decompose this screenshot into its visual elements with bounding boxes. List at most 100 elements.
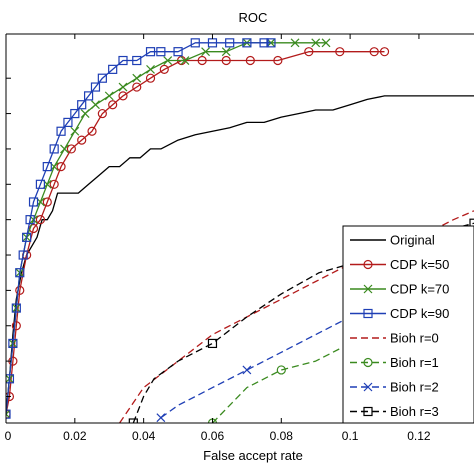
x-tick-label: 0.1	[342, 429, 359, 443]
data-point-cdp-k-90	[190, 38, 200, 48]
legend-entry-original: Original	[350, 233, 435, 248]
data-point-cdp-k-70	[146, 64, 155, 74]
data-point-cdp-k-70	[80, 109, 90, 118]
data-point-cdp-k-90	[242, 38, 252, 48]
data-point-bioh-r-3	[207, 338, 218, 349]
data-point-cdp-k-50	[56, 162, 66, 172]
legend-label: Bioh r=2	[390, 380, 439, 395]
data-point-cdp-k-50	[11, 321, 21, 331]
data-point-cdp-k-70	[221, 47, 231, 57]
legend-label: CDP k=90	[390, 306, 449, 321]
data-point-cdp-k-90	[8, 338, 18, 349]
data-point-cdp-k-90	[35, 179, 46, 189]
data-point-cdp-k-90	[22, 232, 32, 242]
data-point-cdp-k-50	[118, 91, 128, 101]
data-point-cdp-k-90	[6, 374, 15, 384]
data-point-cdp-k-50	[145, 73, 156, 83]
data-point-cdp-k-50	[35, 215, 46, 225]
legend-marker	[363, 357, 373, 368]
legend-entry-bioh-r-1: Bioh r=1	[350, 355, 439, 370]
x-tick-label: 0.08	[270, 429, 294, 443]
legend: Original CDP k=50 CDP k=70 CDP k=90 Bioh r=0…	[342, 225, 474, 424]
series-line-cdp-k-50	[6, 51, 385, 415]
legend-label: Bioh r=1	[390, 355, 439, 370]
data-point-cdp-k-90	[6, 409, 11, 419]
data-point-cdp-k-70	[70, 126, 80, 136]
x-tick-label: 0.06	[201, 429, 225, 443]
data-point-cdp-k-90	[28, 197, 39, 207]
data-point-cdp-k-70	[104, 91, 114, 101]
data-point-cdp-k-90	[156, 47, 166, 57]
data-point-cdp-k-90	[108, 64, 118, 74]
legend-label: CDP k=50	[390, 257, 449, 272]
data-point-cdp-k-50	[304, 47, 314, 57]
data-point-cdp-k-50	[159, 64, 169, 74]
data-point-cdp-k-90	[266, 38, 276, 48]
data-point-cdp-k-90	[63, 117, 73, 128]
data-point-bioh-r-2	[156, 413, 166, 423]
legend-marker	[363, 308, 373, 319]
data-point-bioh-r-1	[276, 365, 286, 375]
data-point-cdp-k-50	[66, 144, 76, 154]
data-point-cdp-k-90	[77, 100, 87, 110]
legend-marker	[363, 259, 373, 270]
data-point-cdp-k-50	[369, 47, 379, 57]
data-point-cdp-k-90	[90, 82, 101, 92]
series-cdp-k-90	[6, 38, 276, 419]
chart-title: ROC	[239, 10, 268, 25]
series-line-cdp-k-90	[6, 42, 271, 415]
data-point-cdp-k-70	[60, 144, 69, 154]
data-point-bioh-r-3	[469, 218, 474, 228]
data-point-cdp-k-90	[70, 108, 80, 119]
data-point-cdp-k-50	[77, 135, 87, 145]
data-point-cdp-k-50	[49, 179, 59, 189]
series-line-original	[6, 95, 474, 415]
data-point-cdp-k-70	[180, 56, 190, 65]
x-axis-label: False accept rate	[203, 448, 303, 463]
data-point-cdp-k-70	[311, 38, 321, 48]
legend-marker	[363, 406, 373, 417]
legend-label: Bioh r=3	[390, 404, 439, 419]
legend-entry-cdp-k-90: CDP k=90	[350, 306, 449, 321]
data-point-cdp-k-50	[379, 47, 390, 57]
data-point-cdp-k-50	[245, 55, 255, 66]
data-point-cdp-k-50	[42, 197, 52, 207]
data-point-cdp-k-70	[163, 56, 173, 65]
data-point-cdp-k-50	[221, 55, 231, 66]
data-point-cdp-k-50	[87, 126, 97, 136]
series-line-bioh-r-1	[212, 280, 474, 423]
legend-entry-cdp-k-50: CDP k=50	[350, 257, 449, 272]
legend-marker	[363, 284, 373, 294]
data-point-cdp-k-50	[197, 55, 207, 66]
data-point-cdp-k-70	[290, 38, 300, 48]
legend-entry-bioh-r-3: Bioh r=3	[350, 404, 439, 419]
data-point-cdp-k-90	[83, 91, 94, 101]
data-point-cdp-k-50	[335, 47, 345, 57]
legend-label: Bioh r=0	[390, 331, 439, 346]
data-point-cdp-k-90	[132, 55, 142, 66]
data-point-cdp-k-70	[91, 100, 100, 110]
data-point-cdp-k-70	[132, 73, 142, 83]
data-point-cdp-k-50	[132, 82, 142, 92]
series-line-bioh-r-3	[132, 222, 474, 423]
data-point-cdp-k-70	[201, 47, 211, 57]
series-original	[6, 95, 474, 415]
legend-entries: Original CDP k=50 CDP k=70 CDP k=90 Bioh r=0…	[350, 233, 449, 419]
data-point-cdp-k-90	[56, 126, 66, 136]
data-point-cdp-k-70	[6, 409, 11, 419]
data-point-bioh-r-3	[128, 418, 138, 423]
data-point-cdp-k-50	[15, 285, 25, 295]
x-tick-label: 0.04	[132, 429, 156, 443]
data-point-cdp-k-90	[97, 73, 107, 83]
legend-entry-cdp-k-70: CDP k=70	[350, 282, 449, 297]
data-point-cdp-k-90	[18, 250, 28, 260]
legend-entry-bioh-r-0: Bioh r=0	[350, 331, 439, 346]
legend-marker	[363, 382, 373, 392]
data-point-cdp-k-90	[15, 268, 25, 278]
data-point-cdp-k-90	[225, 38, 235, 48]
data-point-cdp-k-50	[97, 108, 107, 119]
data-point-cdp-k-50	[273, 55, 283, 66]
data-point-cdp-k-90	[25, 215, 35, 225]
legend-label: Original	[390, 233, 435, 248]
data-point-cdp-k-90	[259, 38, 269, 48]
